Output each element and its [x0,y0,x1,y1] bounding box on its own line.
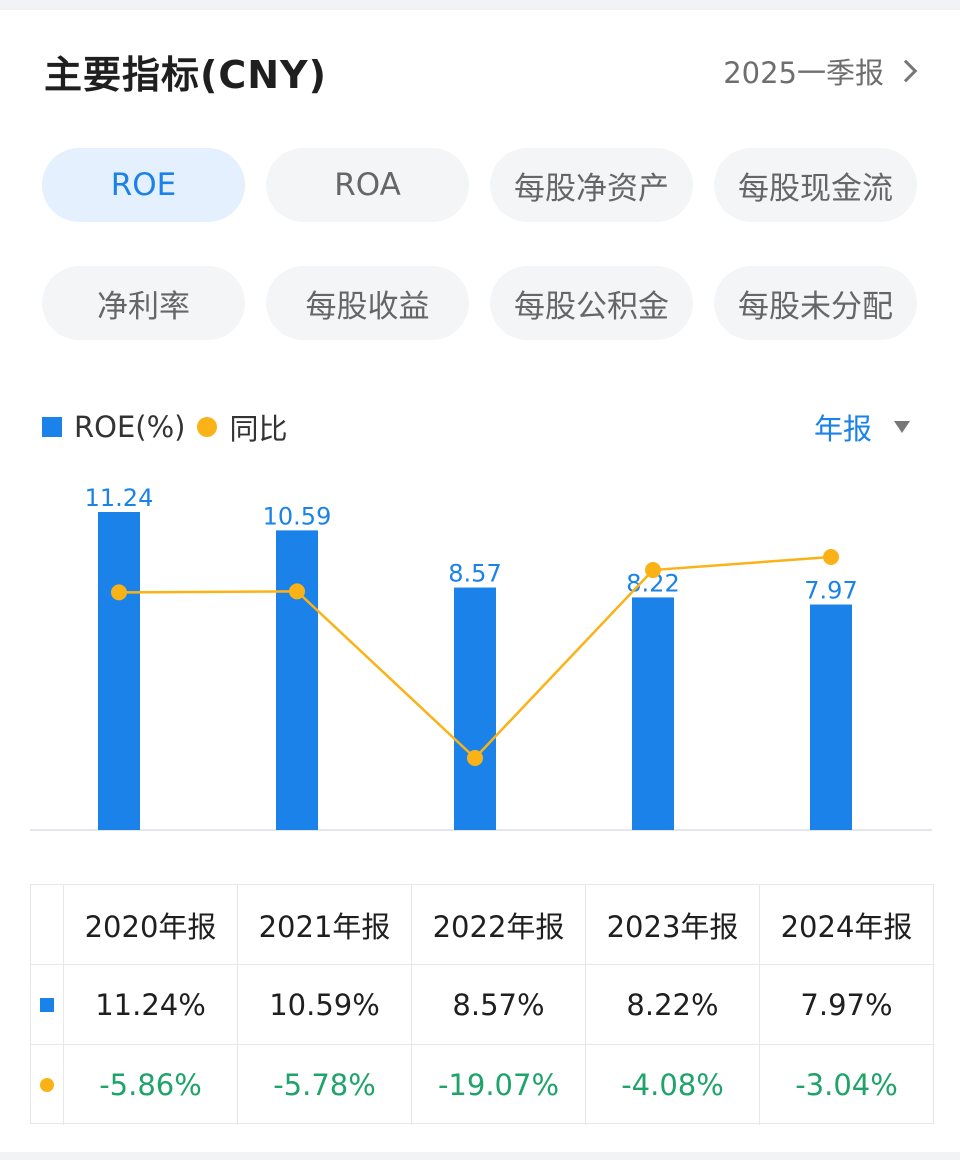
tab-undistributed-per-share[interactable]: 每股未分配 [714,266,917,340]
period-label: 2025一季报 [723,56,884,90]
tab-eps[interactable]: 每股收益 [266,266,469,340]
tab-label: 每股公积金 [514,288,669,325]
yoy-point-2023年报 [645,562,661,579]
table-corner-cell [31,885,63,964]
bar-2020年报 [98,512,140,830]
table-header-cell: 2020年报 [63,885,237,964]
bottom-divider [0,1152,960,1160]
top-divider [0,0,960,10]
yoy-point-2021年报 [289,583,305,600]
table-cell: -5.86% [63,1045,237,1125]
frequency-dropdown[interactable]: 年报 [814,406,910,448]
table-cell: 11.24% [63,965,237,1044]
legend-bar-label: ROE(%) [74,410,186,444]
tab-roa[interactable]: ROA [266,148,469,222]
tab-label: 每股收益 [305,288,430,325]
tab-capital-reserve-per-share[interactable]: 每股公积金 [490,266,693,340]
frequency-label: 年报 [813,412,872,446]
chart-legend: ROE(%) 同比 [42,406,288,448]
table-header-cell: 2023年报 [585,885,759,964]
data-table: 2020年报 2021年报 2022年报 2023年报 2024年报 11.24… [30,884,934,1125]
bar-2022年报 [454,587,496,830]
bar-label: 10.59 [263,502,332,530]
dot-marker-icon [40,1078,54,1092]
table-cell: -3.04% [759,1045,933,1125]
yoy-point-2022年报 [467,750,483,766]
table-header-cell: 2021年报 [237,885,411,964]
legend-bar-marker [42,417,62,437]
tab-cash-flow-per-share[interactable]: 每股现金流 [714,148,917,222]
legend-line-marker [197,417,218,437]
tab-roe[interactable]: ROE [42,148,245,222]
page-title: 主要指标(CNY) [44,53,327,97]
section-header: 主要指标(CNY) 2025一季报 [0,40,960,100]
tab-label: ROE [110,167,177,203]
table-row-yoy: -5.86% -5.78% -19.07% -4.08% -3.04% [31,1045,933,1125]
bar-2021年报 [276,530,318,830]
table-header-row: 2020年报 2021年报 2022年报 2023年报 2024年报 [31,885,933,965]
bar-label: 8.57 [448,560,501,588]
tab-label: 每股未分配 [738,288,893,325]
bar-2023年报 [632,597,674,830]
bar-2024年报 [810,604,852,830]
table-cell: -19.07% [411,1045,585,1125]
bar-label: 7.97 [804,577,857,605]
tab-net-margin[interactable]: 净利率 [42,266,245,340]
bar-label: 11.24 [85,484,154,512]
table-row-roe: 11.24% 10.59% 8.57% 8.22% 7.97% [31,965,933,1045]
legend-line-label: 同比 [229,412,288,446]
tab-label: 每股净资产 [514,170,669,207]
period-selector[interactable]: 2025一季报 [723,50,920,92]
row-marker-cell [31,965,63,1044]
table-cell: 10.59% [237,965,411,1044]
row-marker-cell [31,1045,63,1125]
table-cell: -4.08% [585,1045,759,1125]
tab-label: 每股现金流 [738,170,893,207]
metric-tabs: ROE ROA 每股净资产 每股现金流 净利率 每股收益 每股公积金 每股未分配 [42,148,918,340]
tab-label: 净利率 [97,288,190,325]
caret-down-icon [894,421,910,433]
table-cell: -5.78% [237,1045,411,1125]
square-marker-icon [40,997,54,1012]
yoy-point-2024年报 [823,549,839,565]
chart-legend-row: ROE(%) 同比 年报 [42,404,918,448]
yoy-point-2020年报 [111,584,127,601]
table-cell: 8.22% [585,965,759,1044]
table-header-cell: 2022年报 [411,885,585,964]
table-cell: 8.57% [411,965,585,1044]
tab-bvps[interactable]: 每股净资产 [490,148,693,222]
table-header-cell: 2024年报 [759,885,933,964]
tab-label: ROA [334,167,401,203]
table-cell: 7.97% [759,965,933,1044]
